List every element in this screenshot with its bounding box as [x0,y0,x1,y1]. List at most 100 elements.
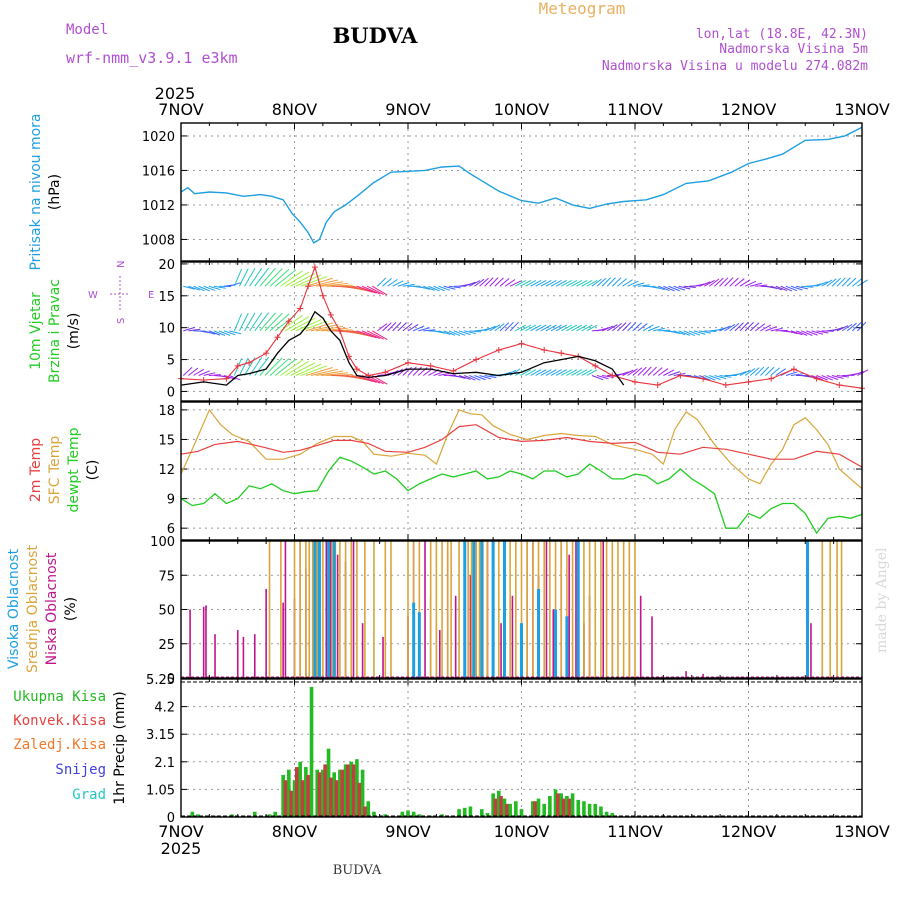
precip-bar-convective [283,780,288,817]
wind-direction-arrow [249,312,263,332]
wind-direction-arrow [305,322,333,332]
pressure-ylabel: Pritisak na nivou mora [28,113,44,270]
wind-direction-arrow [729,277,739,287]
wind-direction-arrow [499,322,510,332]
precip-bar-total [338,769,342,817]
wind-direction-arrow [509,368,521,376]
wind-direction-arrow [750,282,762,287]
wind-direction-arrow [392,321,402,332]
precip-ytick-label: 0 [167,811,175,826]
wind-direction-arrow [555,369,567,376]
legend-hail: Grad [72,787,106,803]
wind-direction-arrow [724,277,734,287]
wind-direction-arrow [295,274,322,287]
wind-direction-arrow [504,321,514,332]
wind-direction-arrow [479,277,489,287]
wind-gust-marker [495,346,502,353]
lonlat-text: lon,lat (18.8E, 42.3N) [696,27,868,42]
wind-direction-arrow [775,368,786,376]
wind-direction-arrow [412,325,425,332]
wind-direction-arrow [571,369,583,376]
wind-direction-arrow [269,268,290,287]
wind-direction-arrow [469,330,482,333]
temp-frame [180,401,863,541]
xtick-bottom-label: 7NOV [158,822,203,841]
wind-direction-arrow [530,324,542,332]
wind-direction-arrow [321,283,349,287]
precip-bar-total [604,811,609,817]
precip-bar-total [576,799,581,817]
precip-ytick-label: 5.25 [146,673,175,688]
temp-ylabel: (C) [85,460,101,481]
wind-direction-arrow [806,330,818,336]
wind-direction-arrow [581,324,593,332]
compass-west: W [88,290,98,301]
wind-direction-arrow [678,285,691,290]
xtick-top-label: 9NOV [385,100,430,119]
precip-bar-total [587,803,592,817]
wind-direction-arrow [734,322,744,332]
wind-direction-arrow [310,279,339,287]
wind-direction-arrow [489,324,501,332]
wind-direction-arrow [586,369,598,376]
wind-direction-arrow [474,278,485,287]
wind-direction-arrow [458,330,471,336]
precip-bar-total [273,811,278,817]
precip-bar-total [360,769,365,817]
precip-bar-total [593,803,598,817]
wind-direction-arrow [811,330,824,335]
wind-direction-arrow [576,324,588,332]
wind-direction-arrow [801,285,814,288]
wind-direction-arrow [264,268,283,287]
precip-bar-total [462,807,467,817]
wind-direction-arrow [361,330,381,340]
precip-bar-total [372,811,376,817]
wind-direction-arrow [826,375,839,381]
precip-bar-total [559,793,564,817]
wind-direction-arrow [326,284,353,287]
wind-direction-arrow [504,279,516,287]
wind-direction-arrow [229,330,242,335]
wind-direction-arrow [269,357,290,376]
wind-direction-arrow [464,281,476,287]
wind-direction-arrow [208,330,221,336]
wind-direction-arrow [448,285,461,289]
precip-bar-total [468,806,473,817]
wind-direction-arrow [285,271,310,287]
wind-direction-arrow [285,316,310,332]
wind-ylabel: 10m Vjetar [28,292,44,370]
model-elevation-text: Nadmorska Visina u modelu 274.082m [602,59,868,74]
wind-direction-arrow [280,359,303,376]
wind-direction-arrow [463,375,476,381]
wind-direction-arrow [831,375,844,379]
wind-direction-arrow [627,368,638,376]
wind-direction-arrow [525,324,537,332]
xtick-bottom-label: 9NOV [385,822,430,841]
precip-bar-total [315,769,319,817]
dewpt-line [180,456,863,535]
legend-convective-rain: Konvek.Kisa [13,713,106,729]
wind-direction-arrow [280,270,303,287]
wind-direction-arrow [188,367,199,376]
wind-frame [180,261,863,402]
wind-direction-arrow [653,327,665,332]
wind-direction-arrow [550,324,562,332]
wind-direction-arrow [233,268,242,287]
wind-direction-arrow [622,279,633,287]
precip-bar-total [298,761,302,817]
wind-direction-arrow [555,324,567,332]
wind-direction-arrow [223,330,236,336]
wind-direction-arrow [698,281,711,287]
wind-gust-marker [336,327,343,334]
wind-direction-arrow [841,277,851,287]
wind-direction-arrow [611,277,622,287]
wind-direction-arrow [622,321,632,332]
wind-direction-arrow [637,284,650,287]
wind-direction-arrow [290,362,316,376]
wind-direction-arrow [642,324,654,332]
wind-direction-arrow [632,282,645,287]
wind-gust-marker [246,359,253,366]
precip-frame [180,678,863,818]
wind-direction-arrow [816,330,829,334]
pressure-line [180,126,863,244]
